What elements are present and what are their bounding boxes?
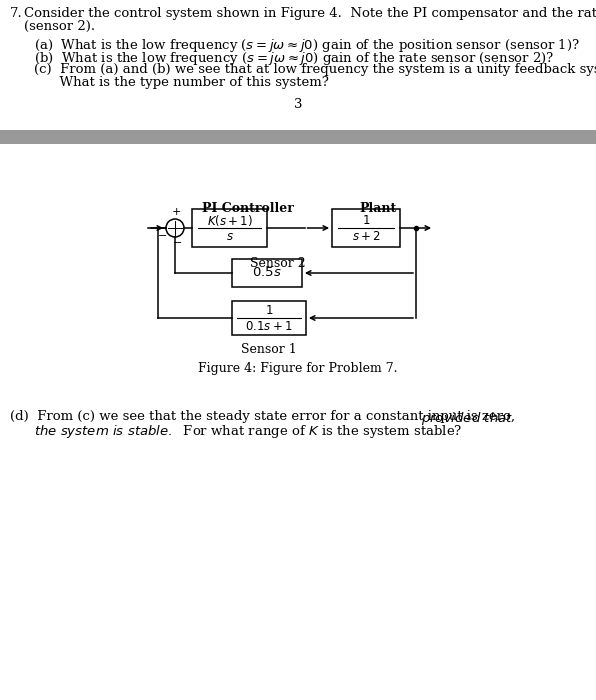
Text: −: − xyxy=(173,238,183,248)
Text: $s$: $s$ xyxy=(225,230,234,242)
Text: $\it{the\ system\ is\ stable.}$  For what range of $K$ is the system stable?: $\it{the\ system\ is\ stable.}$ For what… xyxy=(34,423,462,440)
Text: Sensor 2: Sensor 2 xyxy=(250,257,306,270)
Text: 7.: 7. xyxy=(10,7,23,20)
Text: PI Controller: PI Controller xyxy=(202,202,294,215)
Text: (a)  What is the low frequency ($s = j\omega \approx j0$) gain of the position s: (a) What is the low frequency ($s = j\om… xyxy=(34,37,580,54)
Text: $1$: $1$ xyxy=(362,214,370,227)
Bar xyxy=(192,209,267,247)
Text: (b)  What is the low frequency ($s = j\omega \approx j0$) gain of the rate senso: (b) What is the low frequency ($s = j\om… xyxy=(34,50,554,67)
Text: −: − xyxy=(159,231,167,241)
Text: $1$: $1$ xyxy=(265,304,273,316)
Text: $0.5s$: $0.5s$ xyxy=(252,267,282,279)
Text: $s+2$: $s+2$ xyxy=(352,230,380,242)
Text: Figure 4: Figure for Problem 7.: Figure 4: Figure for Problem 7. xyxy=(198,362,398,375)
Text: $\it{provided\ that}$: $\it{provided\ that}$ xyxy=(421,410,513,427)
Bar xyxy=(0,130,596,144)
Text: (sensor 2).: (sensor 2). xyxy=(24,20,95,33)
Bar xyxy=(332,209,400,247)
Text: +: + xyxy=(171,207,181,217)
Text: (d)  From (c) we see that the steady state error for a constant input is zero,: (d) From (c) we see that the steady stat… xyxy=(10,410,519,423)
Text: (c)  From (a) and (b) we see that at low frequency the system is a unity feedbac: (c) From (a) and (b) we see that at low … xyxy=(34,63,596,76)
Text: $K(s+1)$: $K(s+1)$ xyxy=(207,213,253,228)
Text: Consider the control system shown in Figure 4.  Note the PI compensator and the : Consider the control system shown in Fig… xyxy=(24,7,596,20)
Text: What is the type number of this system?: What is the type number of this system? xyxy=(34,76,329,89)
Bar xyxy=(232,259,302,287)
Bar xyxy=(232,301,306,335)
Text: Plant: Plant xyxy=(359,202,396,215)
Text: Sensor 1: Sensor 1 xyxy=(241,343,297,356)
Text: $0.1s+1$: $0.1s+1$ xyxy=(245,319,293,332)
Text: 3: 3 xyxy=(294,98,302,111)
